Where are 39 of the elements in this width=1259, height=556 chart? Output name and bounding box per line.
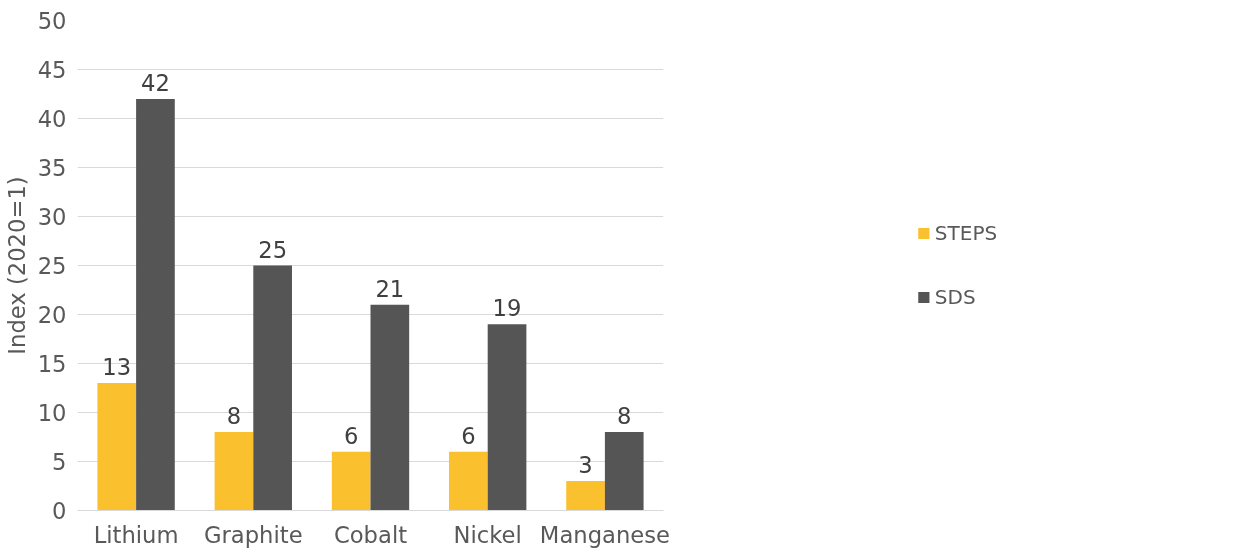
bar [566, 481, 605, 511]
legend-label: SDS [934, 285, 976, 309]
data-label: 21 [375, 275, 405, 302]
y-tick-label: 10 [37, 400, 67, 426]
bar [449, 451, 488, 511]
bar [331, 451, 371, 511]
bar [214, 432, 254, 511]
bar [97, 383, 137, 511]
data-label: 8 [617, 403, 632, 430]
x-tick-label: Nickel [453, 521, 522, 548]
data-label: 25 [258, 236, 288, 263]
x-tick-label: Manganese [539, 521, 670, 548]
y-tick-label: 20 [37, 302, 67, 328]
y-tick-label: 40 [37, 106, 67, 132]
data-label: 42 [141, 69, 170, 96]
legend-label: STEPS [934, 221, 998, 245]
bar [604, 432, 644, 511]
x-tick-label: Cobalt [333, 521, 408, 548]
y-tick-label: 50 [37, 8, 67, 34]
data-label: 13 [102, 354, 132, 381]
data-label: 6 [461, 422, 476, 449]
y-tick-label: 0 [52, 498, 67, 524]
data-label: 8 [226, 403, 242, 430]
y-tick-label: 5 [52, 449, 67, 475]
data-label: 6 [343, 422, 359, 449]
x-tick-label: Graphite [203, 521, 303, 548]
y-tick-label: 25 [37, 253, 67, 279]
x-tick-label: Lithium [93, 521, 179, 548]
bar [487, 324, 527, 511]
y-tick-label: 15 [37, 351, 67, 377]
y-tick-label: 30 [37, 204, 67, 230]
y-axis-title: Index (2020=1) [3, 176, 30, 355]
bar [370, 304, 410, 511]
bar [253, 265, 292, 511]
y-tick-label: 45 [37, 57, 67, 83]
data-label: 19 [492, 295, 522, 322]
data-label: 3 [578, 452, 593, 479]
bar [136, 98, 175, 511]
y-tick-label: 35 [37, 155, 67, 181]
